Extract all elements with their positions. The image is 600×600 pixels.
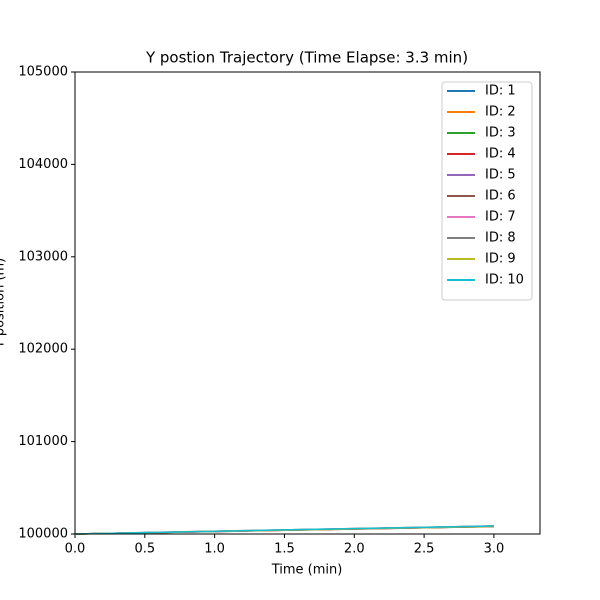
x-tick-label: 2.5 bbox=[414, 542, 435, 557]
legend-label: ID: 1 bbox=[485, 84, 516, 99]
y-tick-label: 103000 bbox=[18, 249, 68, 264]
x-tick-label: 3.0 bbox=[484, 542, 505, 557]
legend-label: ID: 10 bbox=[485, 273, 524, 288]
legend-box bbox=[441, 81, 533, 301]
legend-label: ID: 3 bbox=[485, 126, 516, 141]
data-line bbox=[74, 525, 494, 535]
y-tick-label: 102000 bbox=[18, 342, 68, 357]
legend-label: ID: 7 bbox=[485, 210, 516, 225]
y-tick-label: 100000 bbox=[18, 527, 68, 542]
x-tick-label: 1.5 bbox=[274, 542, 295, 557]
x-tick-label: 2.0 bbox=[344, 542, 365, 557]
x-tick-label: 0.5 bbox=[134, 542, 155, 557]
x-axis-label: Time (min) bbox=[271, 563, 343, 578]
x-tick-label: 1.0 bbox=[204, 542, 225, 557]
y-tick-label: 105000 bbox=[18, 65, 68, 80]
legend-label: ID: 2 bbox=[485, 105, 516, 120]
legend-label: ID: 5 bbox=[485, 168, 516, 183]
chart-title: Y postion Trajectory (Time Elapse: 3.3 m… bbox=[145, 49, 468, 67]
y-tick-label: 104000 bbox=[18, 157, 68, 172]
legend-label: ID: 8 bbox=[485, 231, 516, 246]
legend-label: ID: 6 bbox=[485, 189, 516, 204]
y-tick-label: 101000 bbox=[18, 434, 68, 449]
legend-label: ID: 4 bbox=[485, 147, 516, 162]
legend-label: ID: 9 bbox=[485, 252, 516, 267]
y-axis-label: Y position (m) bbox=[0, 258, 8, 350]
x-tick-label: 0.0 bbox=[65, 542, 86, 557]
plot-frame bbox=[74, 71, 541, 535]
